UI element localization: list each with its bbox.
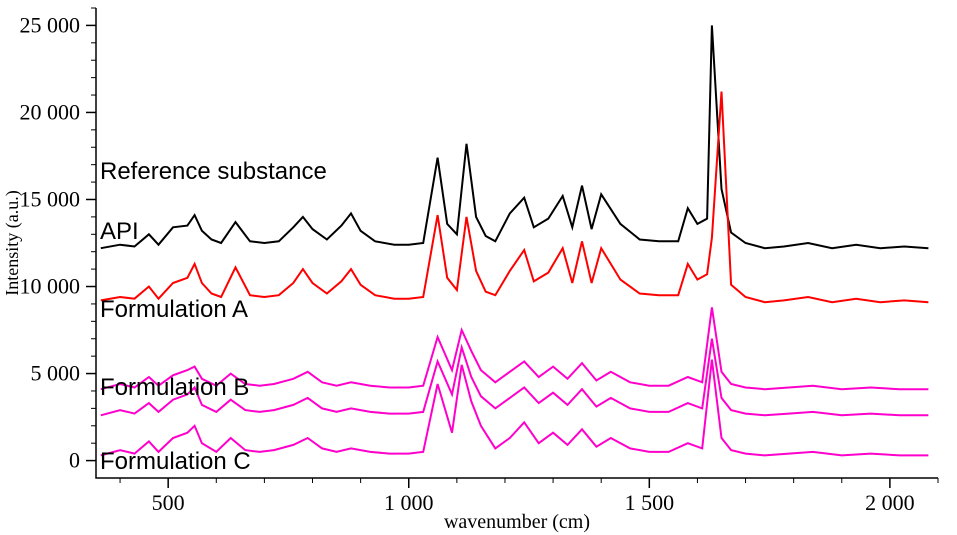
svg-text:500: 500 bbox=[152, 490, 185, 515]
svg-text:20 000: 20 000 bbox=[20, 99, 81, 124]
series-label-2: Formulation A bbox=[100, 296, 248, 324]
svg-text:15 000: 15 000 bbox=[20, 186, 81, 211]
svg-text:Intensity (a.u.): Intensity (a.u.) bbox=[2, 190, 23, 295]
series-api bbox=[101, 92, 929, 303]
series-label-0: Reference substance bbox=[100, 158, 327, 186]
svg-text:25 000: 25 000 bbox=[20, 12, 81, 37]
svg-text:0: 0 bbox=[69, 448, 80, 473]
svg-text:1 000: 1 000 bbox=[384, 490, 434, 515]
series-label-1: API bbox=[100, 218, 139, 246]
series-label-4: Formulation C bbox=[100, 448, 251, 476]
series-reference-substance bbox=[101, 25, 929, 248]
spectra-chart: 0 5 000 10 000 15 000 20 000 25 000 500 1 000 1 … bbox=[0, 0, 957, 535]
svg-text:2 000: 2 000 bbox=[865, 490, 915, 515]
svg-text:10 000: 10 000 bbox=[20, 274, 81, 299]
svg-text:wavenumber (cm): wavenumber (cm) bbox=[444, 511, 590, 533]
svg-text:1 500: 1 500 bbox=[625, 490, 675, 515]
svg-text:5 000: 5 000 bbox=[31, 361, 81, 386]
series-label-3: Formulation B bbox=[100, 374, 249, 402]
